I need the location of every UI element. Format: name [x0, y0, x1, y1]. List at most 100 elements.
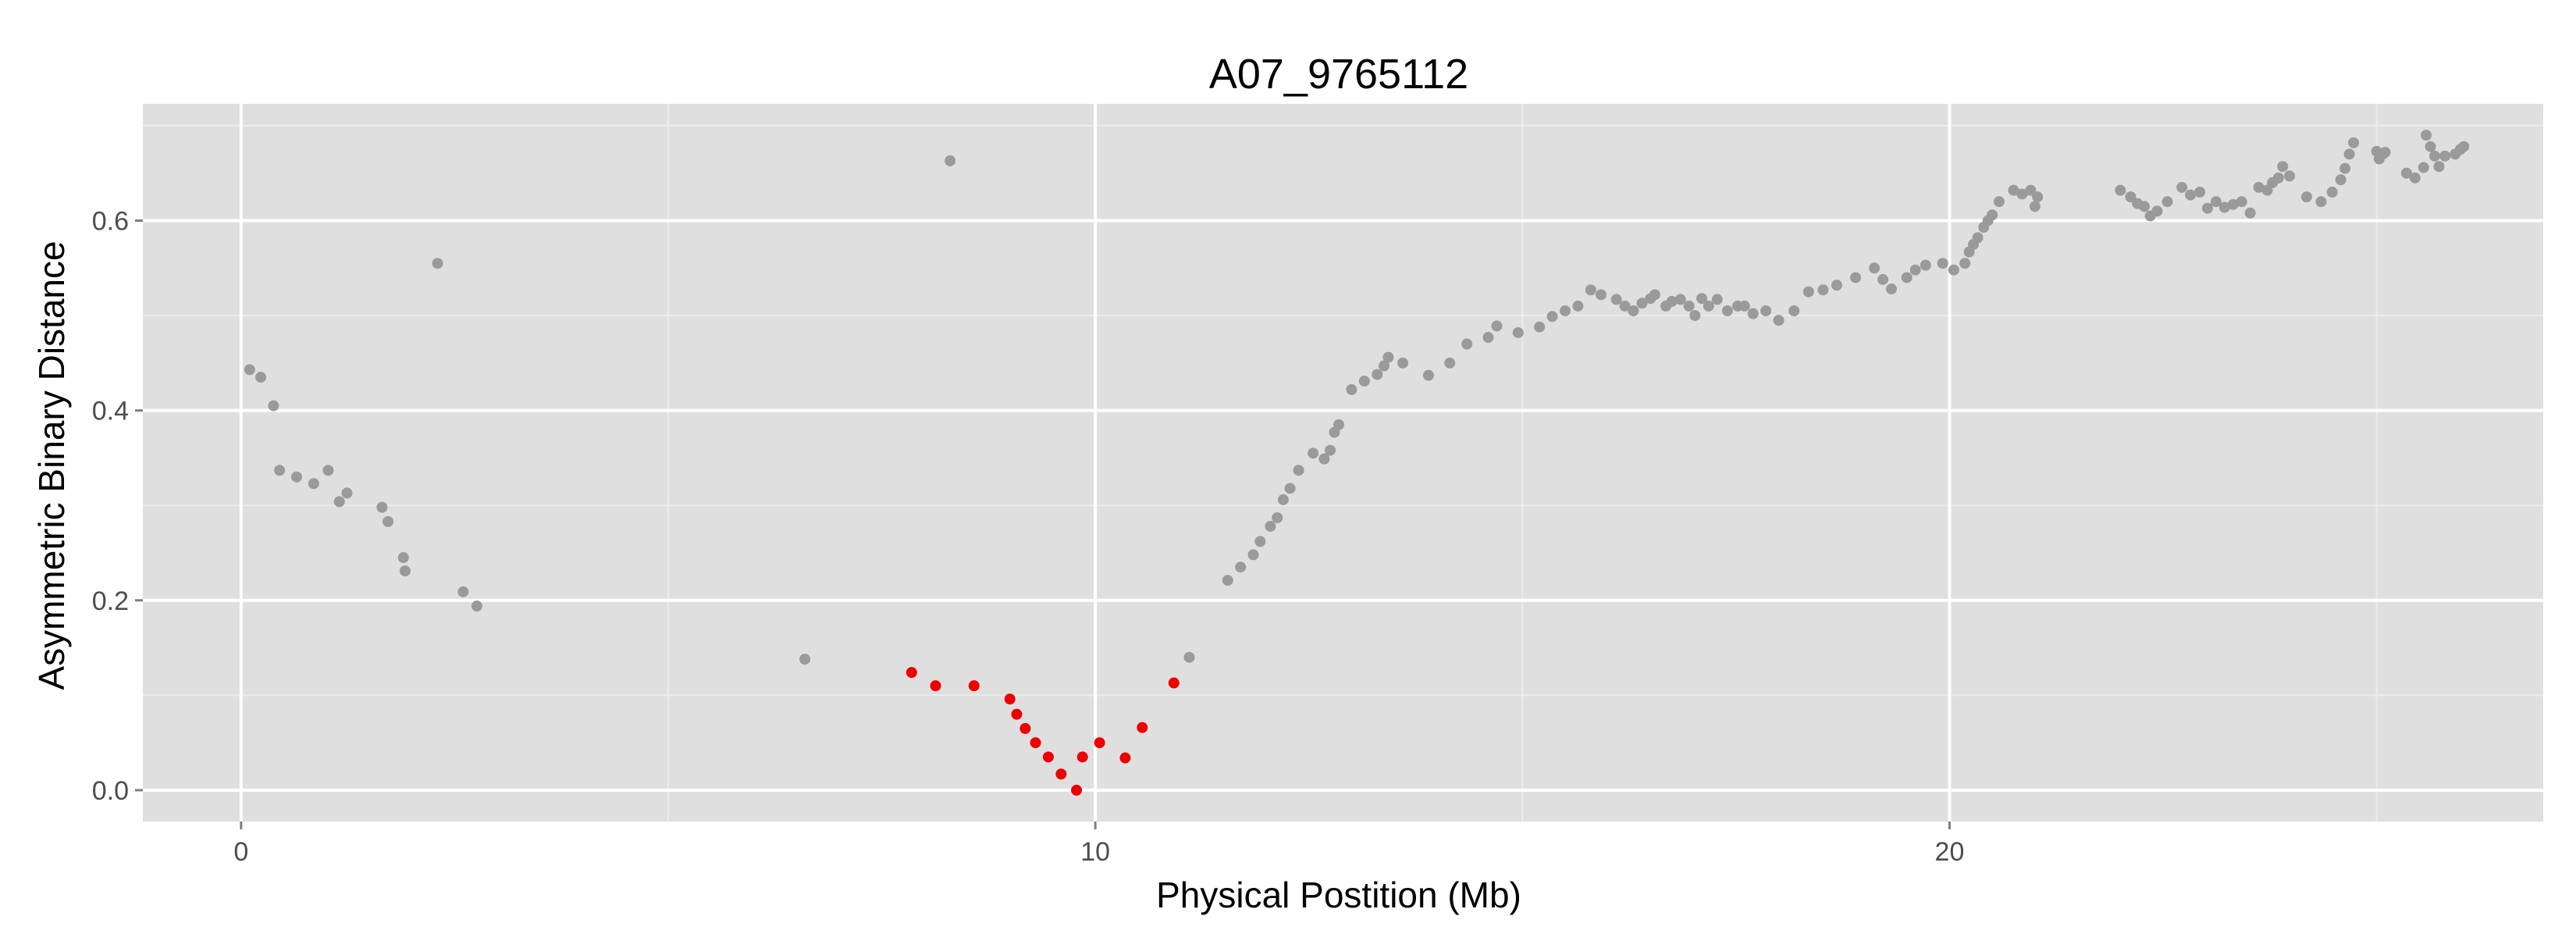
data-point	[2016, 188, 2028, 200]
data-point	[1461, 338, 1473, 350]
data-point	[2210, 196, 2222, 208]
minor-gridlines	[143, 104, 2543, 822]
data-point	[1512, 326, 1524, 338]
data-point	[1011, 708, 1023, 720]
x-tick-label: 10	[1080, 837, 1110, 867]
data-point	[2277, 161, 2289, 173]
data-point	[2151, 205, 2163, 217]
data-point	[1042, 751, 1054, 763]
data-point	[1491, 320, 1503, 332]
data-point	[1585, 284, 1596, 296]
data-point	[2433, 161, 2445, 173]
y-tick-label: 0.0	[92, 776, 129, 806]
data-point	[1076, 751, 1088, 763]
data-point	[1572, 300, 1584, 312]
data-point	[2348, 137, 2360, 148]
data-point	[1482, 332, 1494, 344]
data-point	[2029, 201, 2041, 212]
data-point	[1628, 305, 1639, 317]
data-point	[1711, 294, 1723, 305]
data-point	[1674, 294, 1686, 305]
data-point	[376, 501, 388, 513]
data-point	[1610, 294, 1622, 305]
data-point	[1137, 722, 1148, 733]
data-point	[2335, 174, 2347, 186]
data-point	[968, 680, 980, 692]
data-point	[2425, 141, 2436, 152]
data-point	[1877, 273, 1889, 285]
data-point	[399, 565, 411, 577]
data-point	[1948, 264, 1959, 276]
data-point	[1987, 209, 1998, 221]
data-point	[1850, 272, 1862, 283]
data-point	[1817, 284, 1829, 296]
data-point	[1379, 360, 1390, 372]
data-point	[1721, 305, 1733, 317]
data-point	[1972, 232, 1984, 244]
data-point	[906, 667, 917, 679]
data-point	[2032, 191, 2044, 203]
data-point	[2326, 187, 2338, 198]
data-point	[2300, 191, 2312, 203]
data-point	[244, 364, 255, 376]
data-point	[308, 478, 319, 490]
major-gridlines	[143, 104, 2543, 822]
data-point	[1619, 300, 1631, 312]
data-point	[1272, 512, 1283, 524]
data-point	[1703, 300, 1714, 312]
x-axis-ticks: 0 10 20	[233, 822, 1964, 867]
data-point	[1696, 293, 1708, 305]
data-point	[2244, 207, 2256, 219]
data-point	[2272, 172, 2284, 184]
data-point	[2315, 196, 2327, 208]
data-point	[2138, 201, 2150, 212]
data-point	[2176, 181, 2188, 193]
data-point	[1937, 258, 1948, 269]
data-point	[2008, 184, 2019, 196]
y-tick-label: 0.2	[92, 586, 129, 616]
data-point	[2343, 148, 2355, 160]
data-point	[2283, 170, 2295, 182]
data-point	[2400, 167, 2412, 179]
data-point	[1030, 737, 1041, 749]
data-point	[1901, 272, 1912, 283]
data-point	[2421, 130, 2432, 141]
data-point	[1649, 289, 1660, 301]
data-point	[2201, 202, 2213, 214]
data-point	[1019, 722, 1031, 734]
data-point	[1247, 549, 1259, 561]
data-point	[1293, 465, 1304, 476]
data-point	[1959, 258, 1971, 269]
data-point	[1444, 357, 1456, 369]
data-point	[2339, 162, 2351, 174]
data-point	[382, 515, 394, 527]
data-point	[1738, 300, 1750, 312]
data-point	[397, 552, 409, 564]
data-point	[2458, 141, 2470, 152]
x-tick-label: 20	[1935, 837, 1965, 867]
data-point	[2253, 181, 2265, 193]
data-point	[1094, 737, 1105, 749]
data-point	[1636, 298, 1648, 309]
data-point	[1666, 295, 1678, 307]
data-point	[1788, 305, 1800, 317]
data-point	[1683, 300, 1695, 312]
data-point	[2227, 198, 2239, 210]
data-point	[1909, 264, 1921, 276]
y-tick-label: 0.4	[92, 397, 129, 426]
data-point	[1119, 752, 1131, 764]
data-point	[1886, 283, 1898, 295]
x-axis-title: Physical Postition (Mb)	[1156, 875, 1521, 915]
data-point	[1183, 651, 1195, 663]
data-point	[268, 400, 279, 412]
data-point	[2379, 146, 2391, 158]
data-point	[1869, 262, 1880, 274]
data-point	[1689, 310, 1701, 322]
data-point	[1546, 311, 1558, 323]
data-point	[2125, 191, 2137, 203]
data-point	[274, 465, 286, 476]
data-point	[2236, 196, 2247, 208]
data-point	[1595, 289, 1606, 301]
